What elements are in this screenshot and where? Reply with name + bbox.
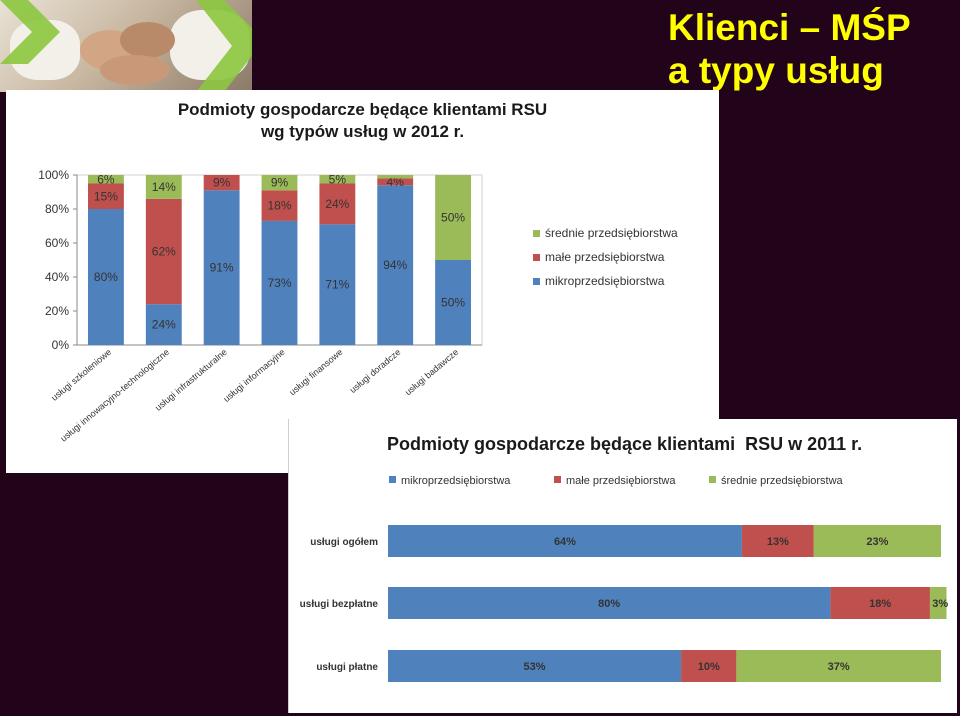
bar-segment xyxy=(435,260,472,345)
slide-title-line-1: Klienci – MŚP xyxy=(668,7,911,48)
bar-segment xyxy=(929,587,947,619)
bar-segment xyxy=(87,175,124,184)
data-label: 15% xyxy=(94,189,118,203)
chart-2011-title: Podmioty gospodarcze będące klientami RS… xyxy=(387,434,863,454)
chart-2012-title-line-1: Podmioty gospodarcze będące klientami RS… xyxy=(177,100,548,119)
data-label: 9% xyxy=(271,176,289,190)
bar-segment xyxy=(261,220,298,345)
x-tick-label: usługi informacyjne xyxy=(221,347,286,404)
legend-label: mikroprzedsiębiorstwa xyxy=(545,274,665,288)
bar-segment xyxy=(813,525,941,557)
bar-segment xyxy=(261,175,298,191)
data-label: 91% xyxy=(210,261,234,275)
x-tick-label: usługi szkoleniowe xyxy=(49,347,113,403)
bar-segment xyxy=(87,183,124,209)
data-label: 64% xyxy=(554,536,576,548)
data-label: 18% xyxy=(267,199,291,213)
x-tick-label: usługi innowacyjno-technologiczne xyxy=(58,347,171,444)
data-label: 50% xyxy=(441,211,465,225)
bar-segment xyxy=(145,304,182,345)
slide-title-line-2: a typy usług xyxy=(668,50,884,91)
legend-swatch xyxy=(554,476,561,483)
data-label: 24% xyxy=(152,318,176,332)
bar-segment xyxy=(377,185,414,345)
x-tick-label: usługi finansowe xyxy=(287,347,344,397)
chart-2012-title-line-2: wg typów usług w 2012 r. xyxy=(260,122,465,141)
data-label: 80% xyxy=(94,270,118,284)
bar-segment xyxy=(388,650,682,682)
chart-2012-panel: Podmioty gospodarcze będące klientami RS… xyxy=(6,90,719,473)
legend-swatch xyxy=(533,278,540,285)
data-label: 3% xyxy=(932,598,948,610)
bar-segment xyxy=(377,175,414,179)
legend-label: małe przedsiębiorstwa xyxy=(566,475,676,487)
y-tick-label: 60% xyxy=(45,236,69,250)
chart-2012-plot: 0% 20% 40% 60% 80% 100% 80% 15% 6% usługi szkolen… xyxy=(38,168,678,444)
photo-shape xyxy=(100,55,170,85)
bar-segment xyxy=(435,175,472,260)
y-tick-label: 80% xyxy=(45,202,69,216)
photo-shape xyxy=(120,22,175,58)
data-label: 23% xyxy=(866,536,888,548)
chart-2011-plot: mikroprzedsiębiorstwa małe przedsiębiorst… xyxy=(300,475,948,682)
bar-segment xyxy=(203,175,240,191)
y-tick-label: 40% xyxy=(45,270,69,284)
legend-swatch xyxy=(709,476,716,483)
bar-segment xyxy=(319,183,356,225)
data-label: 24% xyxy=(325,197,349,211)
data-label: 94% xyxy=(383,258,407,272)
legend-swatch xyxy=(389,476,396,483)
header-photo xyxy=(0,0,252,92)
bar-segment xyxy=(319,175,356,184)
legend-label: średnie przedsiębiorstwa xyxy=(721,475,844,487)
slide-title: Klienci – MŚP a typy usług xyxy=(668,6,911,92)
decorative-chevrons xyxy=(0,0,252,92)
data-label: 13% xyxy=(767,536,789,548)
bar-segment xyxy=(261,190,298,221)
bar-segment xyxy=(388,587,831,619)
legend-swatch xyxy=(533,254,540,261)
data-label: 14% xyxy=(152,180,176,194)
bar-segment xyxy=(736,650,941,682)
data-label: 53% xyxy=(524,661,546,673)
y-tick-label: 100% xyxy=(38,168,69,182)
data-label: 71% xyxy=(325,278,349,292)
legend-label: małe przedsiębiorstwa xyxy=(545,250,665,264)
y-tick-label: 20% xyxy=(45,304,69,318)
bar-segment xyxy=(830,587,930,619)
y-category-label: usługi bezpłatne xyxy=(300,599,379,610)
legend-label: średnie przedsiębiorstwa xyxy=(545,226,678,240)
legend-swatch xyxy=(533,230,540,237)
legend-label: mikroprzedsiębiorstwa xyxy=(401,475,511,487)
bar-segment xyxy=(203,190,240,345)
bar-segment xyxy=(145,198,182,305)
bar-segment xyxy=(377,178,414,186)
bar-segment xyxy=(741,525,814,557)
bar-segment xyxy=(319,224,356,345)
chart-2012-title: Podmioty gospodarcze będące klientami RS… xyxy=(6,99,719,143)
data-label: 37% xyxy=(828,661,850,673)
data-label: 5% xyxy=(329,172,347,186)
bar-segment xyxy=(87,209,124,345)
data-label: 6% xyxy=(97,172,115,186)
data-label: 10% xyxy=(698,661,720,673)
data-label: 18% xyxy=(869,598,891,610)
data-label: 80% xyxy=(598,598,620,610)
y-tick-label: 0% xyxy=(52,338,70,352)
y-category-label: usługi ogółem xyxy=(310,537,378,548)
bar-segment xyxy=(145,175,182,199)
x-tick-label: usługi badawcze xyxy=(403,347,460,397)
x-tick-label: usługi doradcze xyxy=(348,347,403,395)
data-label: 73% xyxy=(267,276,291,290)
data-label: 50% xyxy=(441,296,465,310)
data-label: 62% xyxy=(152,245,176,259)
chart-2011-panel: Podmioty gospodarcze będące klientami RS… xyxy=(288,419,957,713)
y-category-label: usługi płatne xyxy=(316,662,378,673)
bar-segment xyxy=(681,650,737,682)
bar-segment xyxy=(388,525,742,557)
data-label: 9% xyxy=(213,176,231,190)
